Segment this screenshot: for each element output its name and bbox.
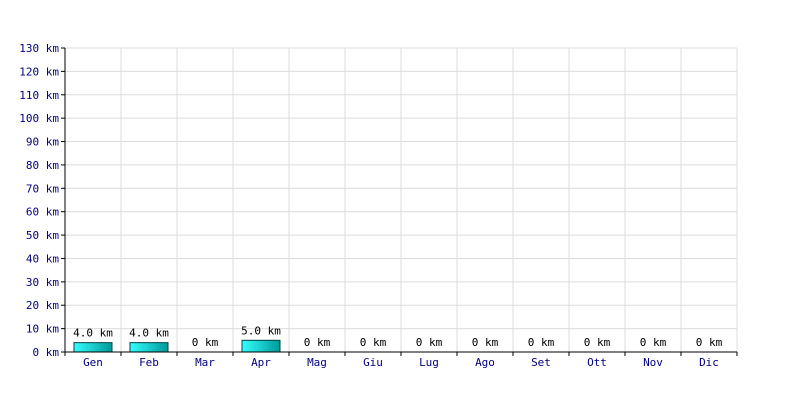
bar-feb: [129, 342, 169, 353]
data-label: 0 km: [472, 336, 499, 349]
y-tick-label: 10 km: [26, 323, 59, 336]
x-tick-label: Apr: [251, 356, 271, 369]
axes: [61, 47, 738, 356]
y-tick-label: 0 km: [33, 346, 60, 359]
y-tick-label: 120 km: [19, 65, 59, 78]
y-tick-label: 90 km: [26, 136, 59, 149]
data-label: 0 km: [192, 336, 219, 349]
data-label: 0 km: [528, 336, 555, 349]
data-label: 5.0 km: [241, 324, 281, 337]
data-label: 0 km: [640, 336, 667, 349]
y-tick-label: 110 km: [19, 89, 59, 102]
x-tick-label: Set: [531, 356, 551, 369]
y-tick-label: 40 km: [26, 252, 59, 265]
data-label: 0 km: [696, 336, 723, 349]
y-tick-label: 100 km: [19, 112, 59, 125]
bar-apr: [241, 339, 281, 353]
data-label: 4.0 km: [129, 327, 169, 340]
data-label: 0 km: [584, 336, 611, 349]
x-tick-label: Nov: [643, 356, 663, 369]
bar-gen: [73, 342, 113, 353]
y-tick-label: 130 km: [19, 42, 59, 55]
y-tick-label: 50 km: [26, 229, 59, 242]
y-tick-label: 60 km: [26, 206, 59, 219]
x-tick-label: Ott: [587, 356, 607, 369]
grid-lines: [65, 47, 738, 352]
y-tick-label: 30 km: [26, 276, 59, 289]
y-tick-label: 80 km: [26, 159, 59, 172]
data-label: 0 km: [304, 336, 331, 349]
x-tick-label: Dic: [699, 356, 719, 369]
y-tick-label: 70 km: [26, 182, 59, 195]
data-label: 0 km: [416, 336, 443, 349]
x-tick-label: Feb: [139, 356, 159, 369]
x-tick-label: Mar: [195, 356, 215, 369]
x-tick-label: Mag: [307, 356, 327, 369]
labels: 0 km 10 km 20 km 30 km 40 km 50 km 60 km 70 km 8…: [19, 42, 722, 369]
x-tick-label: Giu: [363, 356, 383, 369]
data-label: 4.0 km: [73, 327, 113, 340]
data-label: 0 km: [360, 336, 387, 349]
x-tick-label: Ago: [475, 356, 495, 369]
y-tick-label: 20 km: [26, 299, 59, 312]
x-tick-label: Gen: [83, 356, 103, 369]
x-tick-label: Lug: [419, 356, 439, 369]
